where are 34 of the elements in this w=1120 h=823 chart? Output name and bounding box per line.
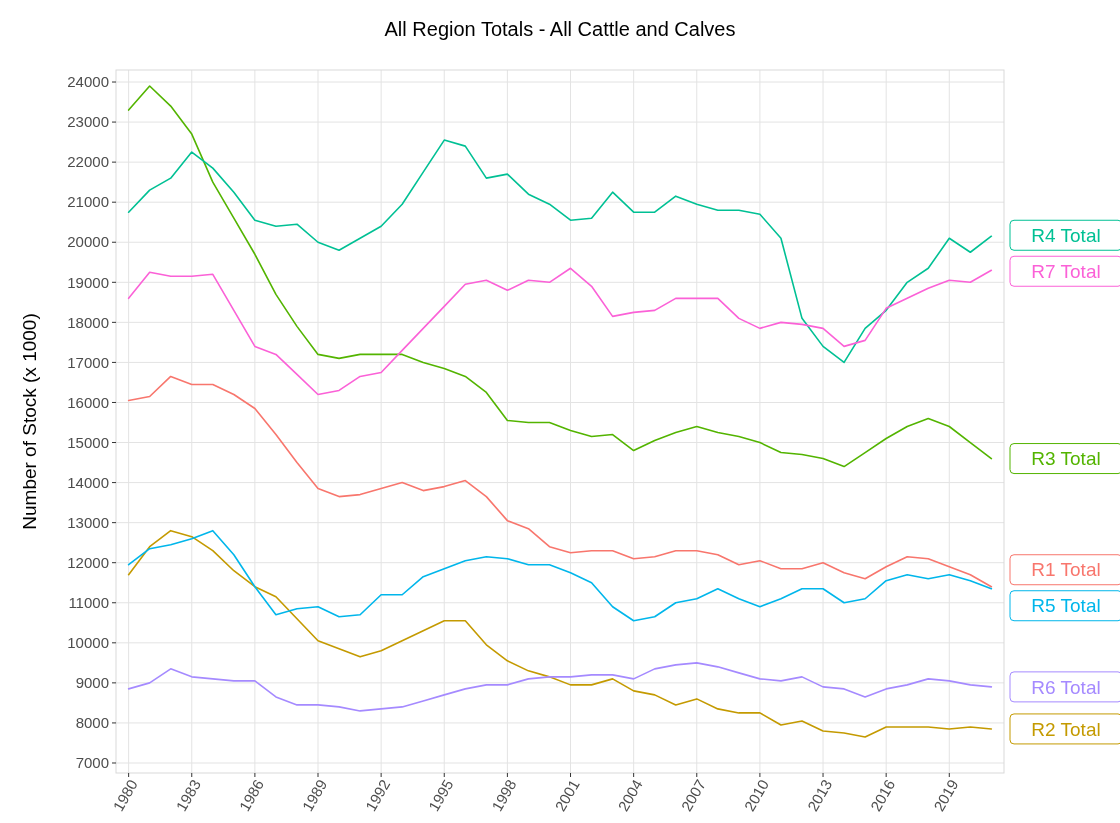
text: R1 Total: [1031, 559, 1101, 581]
text: R3 Total: [1031, 448, 1101, 470]
y-tick-label: 13000: [67, 513, 109, 531]
y-tick-label: 24000: [67, 73, 109, 91]
line-series: [127, 529, 993, 622]
y-tick-label: 12000: [67, 553, 109, 571]
chart-title: All Region Totals - All Cattle and Calves: [384, 18, 736, 40]
text: R4 Total: [1031, 224, 1101, 246]
line-series: [127, 529, 993, 738]
y-tick-label: 23000: [67, 113, 109, 131]
line-series: [127, 375, 993, 588]
line-series: [127, 662, 993, 712]
line-series: [127, 139, 993, 364]
y-tick-label: 20000: [67, 233, 109, 251]
line-series: [127, 267, 993, 396]
text: R7 Total: [1031, 260, 1101, 282]
text: R2 Total: [1031, 718, 1101, 740]
y-tick-label: 11000: [68, 594, 109, 612]
line-series: [127, 85, 993, 468]
y-tick-label: 21000: [67, 193, 109, 211]
y-tick-label: 18000: [67, 313, 109, 331]
y-tick-label: 7000: [75, 754, 109, 772]
y-tick-label: 17000: [67, 353, 109, 371]
y-tick-label: 14000: [67, 473, 109, 491]
y-tick-label: 16000: [67, 393, 109, 411]
y-tick-label: 15000: [67, 433, 109, 451]
y-tick-label: 8000: [75, 714, 109, 732]
y-tick-label: 19000: [67, 273, 109, 291]
y-tick-label: 9000: [75, 674, 109, 692]
text: R6 Total: [1031, 676, 1101, 698]
y-tick-label: 10000: [67, 634, 109, 652]
text: R5 Total: [1031, 595, 1101, 617]
y-axis-title: Number of Stock (x 1000): [19, 313, 40, 530]
y-tick-label: 22000: [67, 153, 109, 171]
